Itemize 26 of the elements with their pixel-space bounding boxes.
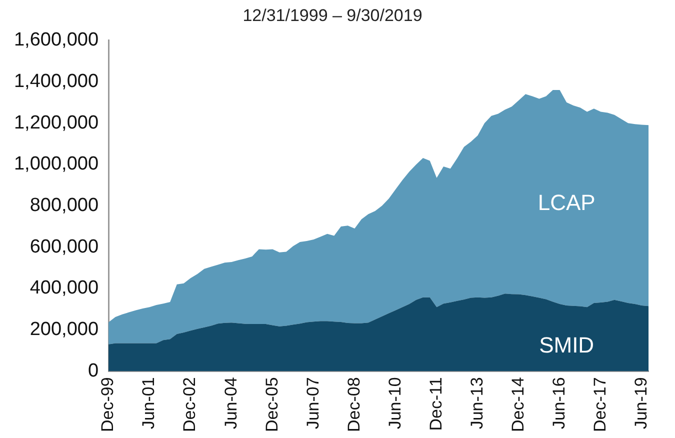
y-tick-label: 1,200,000 — [14, 112, 99, 134]
x-tick-label: Dec-08 — [344, 377, 364, 432]
x-tick-label: Dec-05 — [262, 377, 282, 432]
series-label: SMID — [539, 332, 594, 358]
x-tick-label: Jun-10 — [385, 377, 404, 430]
y-tick-label: 800,000 — [30, 195, 99, 216]
y-tick-label: 0 — [88, 360, 99, 382]
chart-title: 12/31/1999 – 9/30/2019 — [242, 6, 422, 25]
x-tick-label: Jun-01 — [139, 377, 158, 430]
y-tick-label: 400,000 — [30, 278, 99, 299]
y-tick-label: 1,000,000 — [14, 154, 99, 175]
y-tick-label: 200,000 — [30, 319, 99, 340]
y-tick-label: 600,000 — [30, 236, 99, 258]
x-tick-label: Dec-02 — [180, 377, 200, 432]
y-tick-label: 1,400,000 — [14, 70, 99, 92]
x-tick-label: Jun-16 — [549, 377, 568, 430]
x-tick-label: Dec-14 — [508, 377, 528, 432]
x-tick-label: Jun-19 — [631, 377, 650, 430]
x-tick-label: Dec-17 — [590, 377, 610, 432]
x-tick-label: Jun-07 — [303, 377, 322, 430]
x-tick-label: Jun-13 — [467, 377, 486, 430]
x-tick-label: Dec-11 — [426, 377, 446, 431]
x-tick-label: Jun-04 — [221, 377, 240, 430]
x-tick-label: Dec-99 — [98, 377, 118, 432]
series-label: LCAP — [538, 190, 596, 215]
y-tick-label: 1,600,000 — [14, 30, 99, 51]
